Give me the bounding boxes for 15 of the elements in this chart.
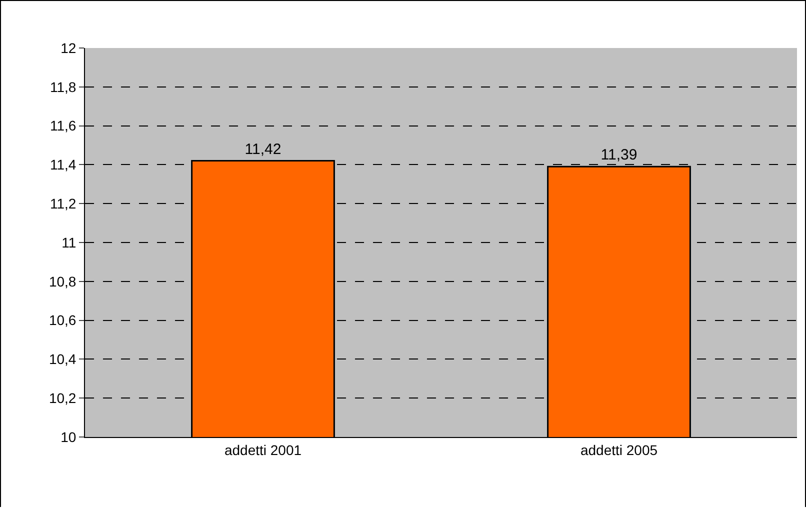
- x-tick-label: addetti 2001: [224, 442, 302, 458]
- y-tick-label: 10,4: [48, 351, 76, 368]
- y-tick-label: 10,8: [48, 273, 76, 290]
- data-label: 11,42: [244, 140, 282, 158]
- y-tick-label: 11,2: [50, 196, 76, 212]
- y-tick-label: 11,8: [50, 78, 76, 95]
- x-tick-label: addetti 2005: [580, 442, 658, 458]
- y-tick-label: 10,6: [48, 312, 76, 328]
- data-label: 11,39: [600, 146, 638, 164]
- y-tick-label: 11,6: [50, 118, 76, 134]
- y-tick-label: 11: [62, 234, 76, 250]
- y-tick-label: 10,2: [48, 390, 76, 406]
- y-tick-label: 11,4: [50, 156, 76, 173]
- y-tick-label: 12: [60, 40, 76, 56]
- y-tick-label: 10: [60, 428, 76, 445]
